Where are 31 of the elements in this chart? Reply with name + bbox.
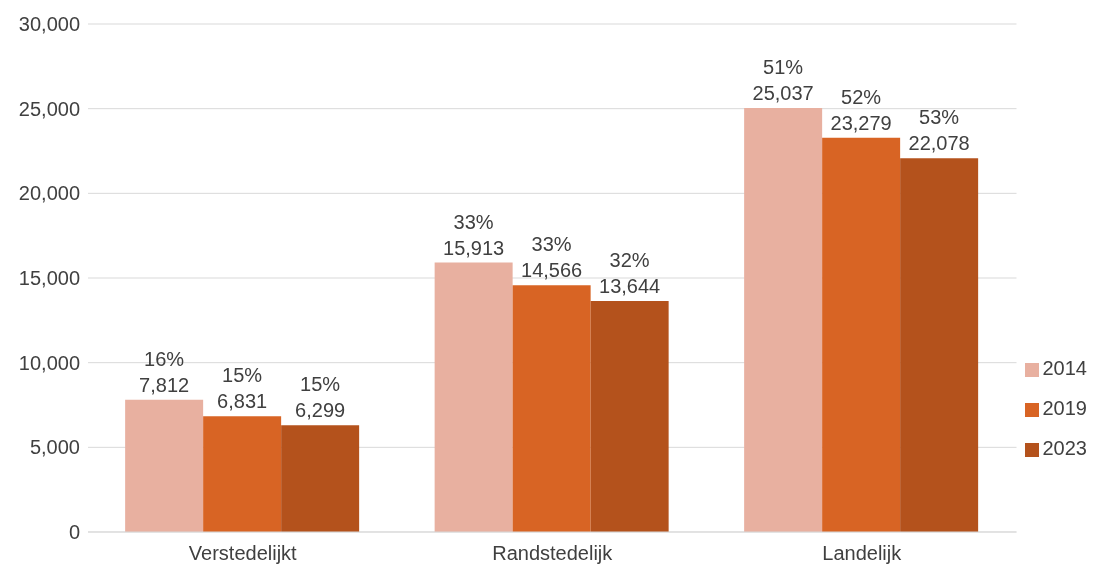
data-label: 53% 22,078 [908,106,970,155]
y-tick-label: 30,000 [18,13,80,36]
data-label: 33% 14,566 [521,233,583,282]
bar [203,416,282,532]
x-tick-label: Verstedelijkt [188,542,298,565]
bar [281,425,360,532]
bar [744,108,823,532]
data-label: 15% 6,831 [217,364,268,413]
data-label: 32% 13,644 [599,248,661,297]
bar [590,300,669,532]
x-tick-label: Landelijk [822,542,903,565]
legend-label: 2023 [1042,437,1087,459]
y-tick-label: 0 [68,521,80,544]
y-tick-label: 5,000 [29,436,80,459]
bar [434,262,513,532]
data-label: 16% 7,812 [139,347,190,396]
y-tick-label: 10,000 [18,351,80,374]
legend-label: 2014 [1042,357,1087,379]
bar [900,158,979,532]
data-label: 33% 15,913 [443,210,505,259]
bar [125,399,204,532]
data-label: 52% 23,279 [830,85,892,134]
data-label: 15% 6,299 [295,373,346,422]
data-label: 51% 25,037 [752,56,814,105]
x-tick-label: Randstedelijk [492,542,614,565]
bar [512,285,591,532]
y-tick-label: 20,000 [18,182,80,205]
y-tick-label: 25,000 [18,97,80,120]
y-tick-label: 15,000 [18,267,80,290]
legend-label: 2019 [1042,397,1087,419]
bar [822,137,901,532]
